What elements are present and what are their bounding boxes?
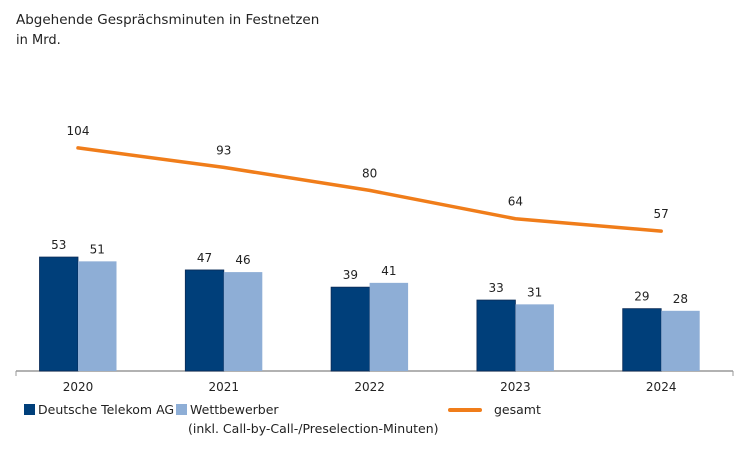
x-tick-label: 2021	[209, 380, 240, 394]
x-tick-label: 2022	[354, 380, 385, 394]
legend-item-wettbewerber: Wettbewerber (inkl. Call-by-Call-/Presel…	[176, 402, 439, 436]
legend-line-swatch	[448, 408, 482, 412]
data-label: 28	[673, 292, 688, 306]
bar-telekom-2023	[476, 299, 516, 372]
x-tick-label: 2024	[646, 380, 677, 394]
data-label: 29	[634, 290, 649, 304]
data-label: 53	[51, 238, 66, 252]
legend-swatch	[24, 404, 35, 415]
legend-label: Deutsche Telekom AG	[38, 402, 175, 417]
bar-wettbewerber-2023	[515, 304, 554, 371]
data-label: 47	[197, 251, 212, 265]
legend-swatch	[176, 404, 187, 415]
bar-wettbewerber-2024	[661, 310, 700, 371]
line-data-label: 104	[67, 124, 90, 138]
bar-telekom-2022	[330, 286, 371, 372]
line-data-label: 93	[216, 143, 231, 157]
line-data-label: 57	[654, 207, 669, 221]
line-data-label: 80	[362, 166, 377, 180]
bar-telekom-2024	[622, 308, 662, 372]
legend-label: gesamt	[494, 402, 541, 417]
bar-wettbewerber-2020	[78, 261, 117, 371]
data-label: 39	[343, 268, 358, 282]
legend-label: Wettbewerber	[190, 402, 279, 417]
data-label: 31	[527, 285, 542, 299]
bar-telekom-2021	[184, 269, 225, 372]
legend-note: (inkl. Call-by-Call-/Preselection-Minute…	[188, 421, 439, 436]
legend-item-gesamt: gesamt	[448, 402, 541, 417]
data-label: 51	[90, 242, 105, 256]
bar-wettbewerber-2022	[369, 282, 409, 371]
chart-title: Abgehende Gesprächsminuten in Festnetzen	[16, 12, 320, 28]
bar-telekom-2020	[39, 256, 79, 372]
bar-wettbewerber-2021	[223, 272, 263, 371]
x-tick-label: 2023	[500, 380, 531, 394]
data-label: 41	[381, 264, 396, 278]
line-gesamt	[76, 146, 663, 233]
data-label: 46	[235, 253, 250, 267]
data-label: 33	[489, 281, 504, 295]
line-data-label: 64	[508, 195, 523, 209]
x-tick-label: 2020	[63, 380, 94, 394]
chart-subtitle: in Mrd.	[16, 33, 61, 48]
legend-item-telekom: Deutsche Telekom AG	[24, 402, 174, 417]
